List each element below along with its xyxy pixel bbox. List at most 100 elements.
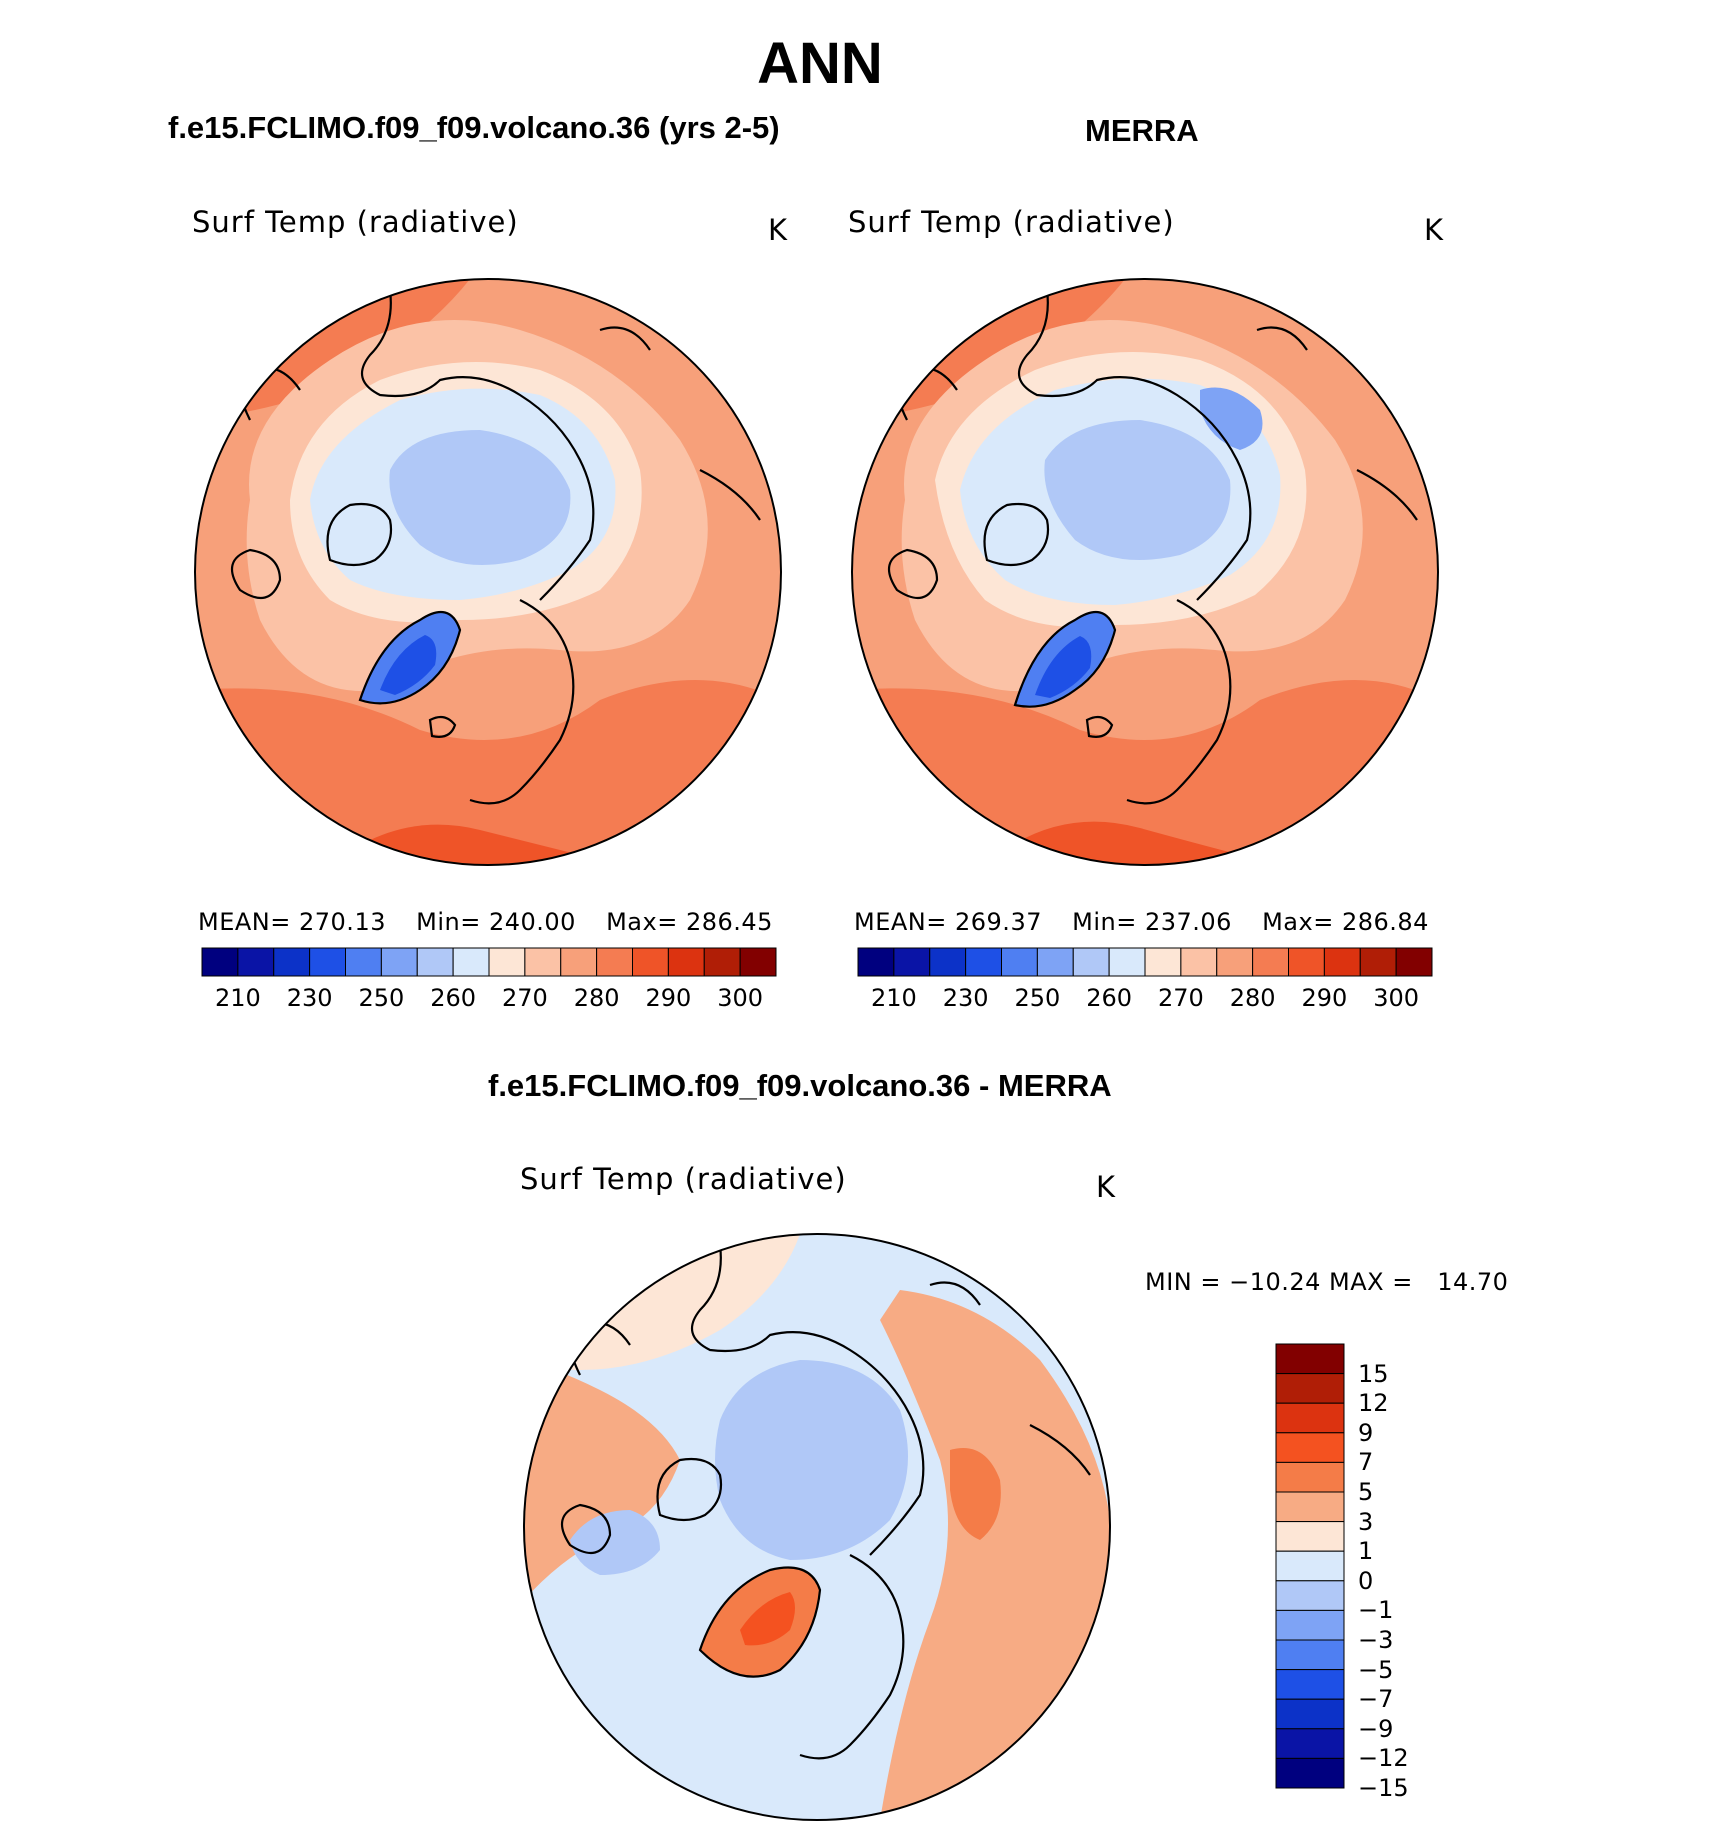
model-band-cold xyxy=(389,430,571,565)
obs-units-label: K xyxy=(1424,213,1445,247)
obs-colorbar-swatch xyxy=(929,947,967,977)
diff-colorbar-tick-label: 3 xyxy=(1358,1507,1374,1536)
diff-colorbar-swatch xyxy=(1275,1580,1345,1611)
obs-colorbar-swatch xyxy=(965,947,1002,977)
diff-colorbar-tick-label: 0 xyxy=(1358,1566,1374,1595)
obs-mean-value: 269.37 xyxy=(955,908,1042,936)
model-mean-value: 270.13 xyxy=(299,908,386,936)
diff-map xyxy=(524,1234,1110,1820)
model-band-warm-south xyxy=(195,680,781,865)
model-colorbar-swatch xyxy=(452,947,490,977)
diff-colorbar-swatch xyxy=(1275,1461,1345,1493)
diff-band-warm-east xyxy=(880,1290,1110,1820)
diff-colorbar-tick-label: 9 xyxy=(1358,1418,1374,1447)
obs-band-warm-south xyxy=(852,680,1438,865)
obs-panel-title: MERRA xyxy=(1085,113,1199,148)
diff-colorbar-tick-label: 5 xyxy=(1358,1478,1374,1506)
obs-colorbar-tick-label: 270 xyxy=(1157,984,1204,1012)
obs-mean-label: MEAN= xyxy=(854,908,947,936)
model-mean-label: MEAN= xyxy=(198,908,291,936)
model-colorbar-tick-label: 230 xyxy=(286,984,333,1012)
diff-colorbar-tick-label: −12 xyxy=(1358,1744,1409,1773)
obs-colorbar-swatch xyxy=(1359,947,1397,977)
obs-colorbar-tick-label: 210 xyxy=(870,984,917,1012)
model-colorbar-swatch xyxy=(596,947,633,977)
model-colorbar-tick-label: 270 xyxy=(501,984,548,1012)
obs-colorbar-tick-label: 290 xyxy=(1301,984,1348,1012)
diff-colorbar-tick-label: −3 xyxy=(1358,1626,1394,1654)
model-colorbar-swatch xyxy=(560,947,598,977)
diff-band-warm-east-core xyxy=(950,1448,1001,1540)
diff-band-cold-west xyxy=(570,1510,660,1575)
obs-colorbar-swatch xyxy=(1395,947,1433,977)
diff-colorbar-swatch xyxy=(1275,1728,1345,1759)
obs-max-value: 286.84 xyxy=(1341,908,1429,936)
diff-colorbar-tick-label: −7 xyxy=(1358,1685,1394,1714)
obs-colorbar-swatch xyxy=(1216,947,1254,977)
diff-colorbar-tick-label: 15 xyxy=(1358,1359,1389,1388)
model-colorbar-swatch xyxy=(739,947,777,977)
obs-colorbar-swatch xyxy=(1072,947,1110,977)
obs-colorbar-swatch xyxy=(1288,947,1325,977)
model-colorbar-swatch xyxy=(309,947,346,977)
diff-colorbar-swatch xyxy=(1275,1402,1345,1434)
model-colorbar-tick-label: 210 xyxy=(214,984,261,1012)
obs-band-cold xyxy=(1044,420,1231,560)
obs-coastlines xyxy=(887,289,1418,805)
model-colorbar-tick-label: 260 xyxy=(430,984,477,1012)
model-colorbar-swatch xyxy=(273,947,311,977)
figure-title: ANN xyxy=(757,31,883,96)
obs-band-siberia-cold xyxy=(1200,387,1263,450)
diff-colorbar-tick-label: 1 xyxy=(1358,1537,1374,1566)
model-panel-title: f.e15.FCLIMO.f09_f09.volcano.36 (yrs 2-5… xyxy=(168,110,780,145)
model-map-boundary xyxy=(194,278,782,866)
obs-colorbar-tick-label: 300 xyxy=(1373,984,1420,1012)
diff-colorbar-swatch xyxy=(1275,1491,1345,1523)
model-units-label: K xyxy=(768,213,789,247)
diff-colorbar-swatch xyxy=(1275,1343,1345,1375)
obs-colorbar-tick-label: 250 xyxy=(1014,984,1061,1012)
obs-colorbar-swatch xyxy=(893,947,931,977)
diff-colorbar-tick-label: −9 xyxy=(1358,1714,1394,1743)
diff-variable-label: Surf Temp (radiative) xyxy=(520,1162,847,1196)
obs-map xyxy=(852,279,1438,865)
obs-colorbar-swatch xyxy=(1144,947,1182,977)
obs-variable-label: Surf Temp (radiative) xyxy=(848,205,1175,239)
diff-colorbar-swatch xyxy=(1275,1432,1345,1463)
diff-colorbar-swatch xyxy=(1275,1639,1345,1671)
model-colorbar-swatch xyxy=(201,947,239,977)
diff-coastlines xyxy=(560,1244,1091,1760)
model-max-value: 286.45 xyxy=(685,908,773,936)
obs-colorbar-tick-label: 260 xyxy=(1086,984,1133,1012)
diff-colorbar-tick-label: −15 xyxy=(1358,1774,1409,1802)
obs-colorbar-swatch xyxy=(1036,947,1074,977)
diff-minmax-stats: MIN = −10.24 MAX = 14.70 xyxy=(1145,1268,1509,1296)
obs-colorbar-swatch xyxy=(1252,947,1289,977)
model-min-value: 240.00 xyxy=(488,908,576,936)
diff-colorbar-swatch xyxy=(1275,1550,1345,1582)
model-colorbar-tick-label: 300 xyxy=(717,984,764,1012)
obs-max-label: Max= xyxy=(1262,908,1334,936)
model-colorbar-tick-label: 290 xyxy=(645,984,692,1012)
obs-min-label: Min= xyxy=(1072,908,1137,936)
model-stats: MEAN= 270.13 Min= 240.00 Max= 286.45 xyxy=(198,908,773,936)
diff-colorbar-swatch xyxy=(1275,1609,1345,1641)
diff-colorbar xyxy=(1275,1343,1345,1789)
model-colorbar-swatch xyxy=(488,947,526,977)
model-variable-label: Surf Temp (radiative) xyxy=(192,205,519,239)
model-max-label: Max= xyxy=(606,908,678,936)
diff-map-boundary xyxy=(523,1233,1111,1821)
diff-colorbar-tick-label: −5 xyxy=(1358,1655,1394,1684)
diff-band-greenland-core xyxy=(740,1592,795,1646)
model-colorbar-swatch xyxy=(380,947,418,977)
obs-band-greenland-core xyxy=(1035,636,1092,698)
diff-colorbar-tick-label: 7 xyxy=(1358,1448,1374,1477)
model-colorbar-swatch xyxy=(524,947,562,977)
obs-colorbar-swatch xyxy=(1180,947,1218,977)
diff-panel-title: f.e15.FCLIMO.f09_f09.volcano.36 - MERRA xyxy=(488,1068,1112,1103)
diff-band-cold-arctic xyxy=(715,1360,908,1560)
obs-colorbar-swatch xyxy=(1108,947,1146,977)
model-colorbar-swatch xyxy=(345,947,382,977)
model-colorbar-swatch xyxy=(416,947,454,977)
